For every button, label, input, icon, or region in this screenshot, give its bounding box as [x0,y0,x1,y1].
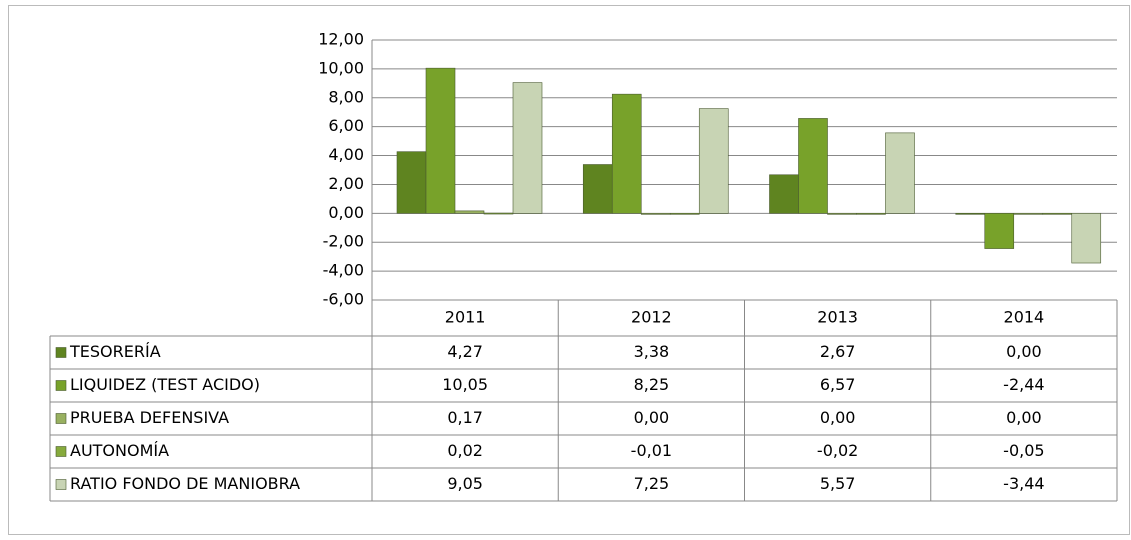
x-tick-label: 2012 [631,308,672,327]
table-cell: 0,00 [634,408,670,427]
y-tick-label: 6,00 [328,116,364,135]
bar [885,132,915,214]
legend-key [55,347,67,358]
bar [827,213,857,215]
table-cell: 0,00 [1006,342,1042,361]
bar [1042,213,1073,215]
table-cell: 6,57 [820,375,856,394]
table-cell: 7,25 [634,474,670,493]
table-cell: -2,44 [1003,375,1044,394]
bar [856,213,886,215]
legend-label: RATIO FONDO DE MANIOBRA [70,474,300,493]
bar [512,82,543,214]
table-cell: -0,01 [631,441,672,460]
table-cell: 0,17 [447,408,483,427]
bar [640,213,671,215]
table-cell: 2,67 [820,342,856,361]
table-cell: -0,05 [1003,441,1044,460]
table-cell: -0,02 [817,441,858,460]
x-tick-label: 2013 [817,308,858,327]
table-cell: 0,02 [447,441,483,460]
legend-label: TESORERÍA [69,342,161,361]
table-cell: 0,00 [1006,408,1042,427]
bar [396,151,427,214]
y-tick-label: 0,00 [328,203,364,222]
bar [1071,213,1102,264]
table-cell: 10,05 [442,375,488,394]
legend-key [55,413,67,424]
bar [1013,213,1044,215]
bar [582,164,613,214]
bar [425,67,456,214]
table-cell: 3,38 [634,342,670,361]
y-tick-label: 4,00 [328,145,364,164]
y-tick-label: 12,00 [318,30,364,49]
y-tick-label: -2,00 [323,232,364,251]
y-tick-label: 2,00 [328,174,364,193]
chart-frame [8,5,1130,535]
legend-label: LIQUIDEZ (TEST ACIDO) [70,375,260,394]
x-tick-label: 2014 [1004,308,1045,327]
bar [611,93,642,214]
table-cell: 5,57 [820,474,856,493]
legend-key [55,380,67,391]
bar [769,174,799,214]
bar [454,210,485,214]
bar [483,212,514,215]
y-tick-label: -6,00 [323,290,364,309]
legend-key [55,479,67,490]
legend-key [55,446,67,457]
bar [984,213,1015,249]
bar [698,108,729,214]
table-cell: 4,27 [447,342,483,361]
legend-label: AUTONOMÍA [70,441,169,460]
bar [669,213,700,215]
y-tick-label: -4,00 [323,261,364,280]
table-cell: 8,25 [634,375,670,394]
y-tick-label: 10,00 [318,58,364,77]
y-tick-label: 8,00 [328,87,364,106]
table-cell: 9,05 [447,474,483,493]
bar [798,118,828,214]
legend-label: PRUEBA DEFENSIVA [70,408,229,427]
table-cell: -3,44 [1003,474,1044,493]
bar [955,213,986,215]
x-tick-label: 2011 [445,308,486,327]
table-cell: 0,00 [820,408,856,427]
